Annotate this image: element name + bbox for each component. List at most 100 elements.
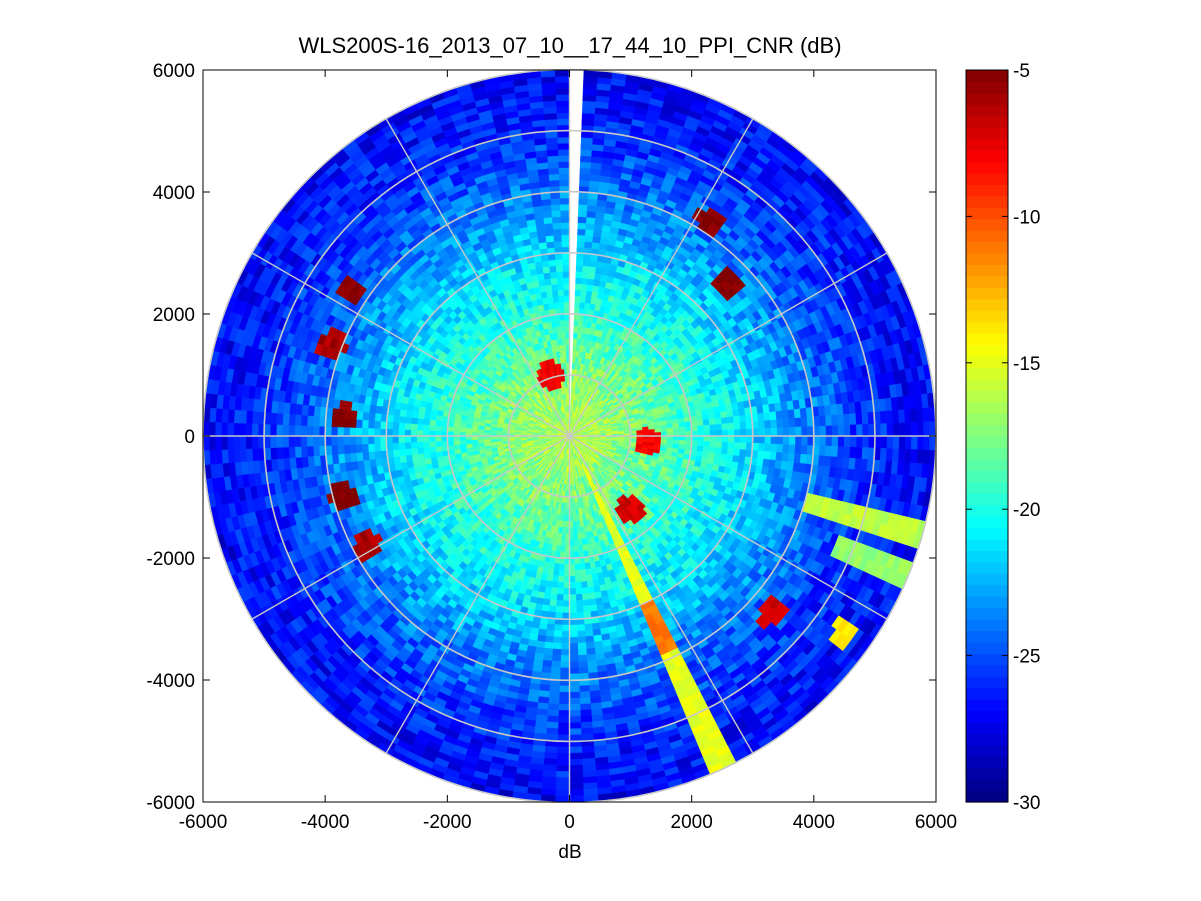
ppi-cell (575, 271, 583, 279)
ppi-cell (549, 599, 557, 607)
ppi-cell (843, 424, 851, 437)
ppi-cell (583, 788, 598, 796)
ppi-cell (739, 414, 747, 423)
ppi-cell (818, 445, 827, 457)
ppi-cell (587, 272, 596, 280)
ppi-cell (552, 648, 562, 656)
ppi-cell (582, 265, 590, 273)
ppi-cell (561, 624, 570, 632)
ppi-cell (560, 545, 566, 553)
ppi-cell (569, 643, 579, 650)
ppi-cell (558, 703, 570, 711)
ppi-cell (584, 629, 594, 637)
ppi-cell (587, 586, 595, 594)
ppi-cell (562, 600, 570, 608)
ppi-cell (569, 563, 575, 571)
ppi-cell (740, 435, 747, 444)
ppi-cell (552, 636, 562, 644)
ppi-cell (892, 448, 900, 463)
ppi-cell (556, 764, 570, 772)
ppi-cell (572, 527, 578, 534)
ppi-cell (776, 427, 784, 437)
ppi-cell (738, 408, 746, 417)
ppi-cell (818, 415, 827, 427)
ppi-cell (738, 455, 746, 464)
ppi-cell (776, 435, 784, 445)
ppi-cell (582, 770, 597, 778)
ppi-cell (764, 435, 772, 445)
ppi-cell (721, 423, 729, 431)
ppi-cell (856, 435, 863, 448)
ppi-cell (708, 418, 716, 426)
ppi-cell (752, 435, 760, 444)
ppi-cell (580, 715, 593, 723)
ppi-cell (769, 411, 777, 421)
ppi-cell (727, 422, 735, 430)
ppi-cell (556, 746, 570, 754)
ppi-cell (588, 598, 597, 606)
ppi-cell (824, 455, 832, 468)
ppi-cell (541, 604, 550, 612)
ppi-cell (703, 424, 711, 431)
ppi-cell (572, 508, 576, 516)
ppi-cell (582, 88, 598, 96)
ppi-cell (709, 424, 717, 431)
ppi-cell (579, 295, 587, 303)
ppi-cell (666, 427, 674, 433)
ppi-cell (739, 421, 747, 430)
ppi-cell (556, 587, 564, 595)
ppi-cell (782, 444, 790, 454)
ppi-cell (758, 443, 766, 452)
ppi-cell (560, 539, 566, 546)
ppi-cell (569, 606, 577, 614)
ppi-cell (727, 429, 735, 437)
ppi-cell (776, 419, 784, 429)
ppi-cell (788, 418, 796, 428)
ppi-cell (569, 582, 576, 589)
ppi-cell (770, 443, 778, 453)
ppi-cell (558, 691, 570, 699)
ppi-cell (660, 439, 668, 444)
ppi-cell (569, 691, 581, 699)
plot-area (202, 68, 937, 804)
ppi-cell (696, 420, 704, 427)
ppi-cell (660, 424, 668, 430)
ppi-cell (824, 404, 832, 417)
ppi-cell (574, 301, 581, 309)
ppi-cell (703, 435, 711, 442)
ppi-cell (703, 430, 711, 437)
ppi-cell (569, 734, 582, 742)
ppi-cell (715, 435, 723, 443)
ppi-cell (569, 722, 582, 730)
ppi-cell (548, 605, 557, 613)
ppi-cell (582, 764, 597, 772)
ppi-cell (685, 431, 692, 437)
ppi-cell (579, 562, 586, 571)
ppi-cell (575, 593, 583, 601)
ppi-cell (586, 580, 594, 588)
ppi-cell (584, 623, 593, 631)
ppi-cell (720, 417, 729, 425)
ppi-cell (733, 415, 741, 424)
ppi-cell (697, 435, 705, 442)
ppi-cell (589, 690, 601, 698)
ppi-cell (580, 143, 593, 151)
ppi-cell (642, 429, 650, 434)
ppi-cell (569, 789, 584, 797)
ppi-cell (769, 451, 777, 461)
ppi-cell (569, 600, 577, 608)
ppi-cell (587, 665, 598, 674)
ppi-cell (793, 453, 802, 464)
ppi-cell (910, 408, 918, 423)
ppi-cell (654, 428, 662, 433)
ppi-cell (739, 449, 747, 458)
ppi-cell (752, 428, 760, 437)
ppi-cell (552, 575, 559, 583)
ppi-cell (837, 414, 845, 426)
ppi-cell (573, 545, 579, 553)
ppi-cell (569, 624, 578, 632)
ppi-cell (552, 569, 560, 577)
ppi-cell (577, 222, 587, 230)
ppi-cell (781, 409, 789, 420)
ppi-cell (879, 448, 888, 462)
